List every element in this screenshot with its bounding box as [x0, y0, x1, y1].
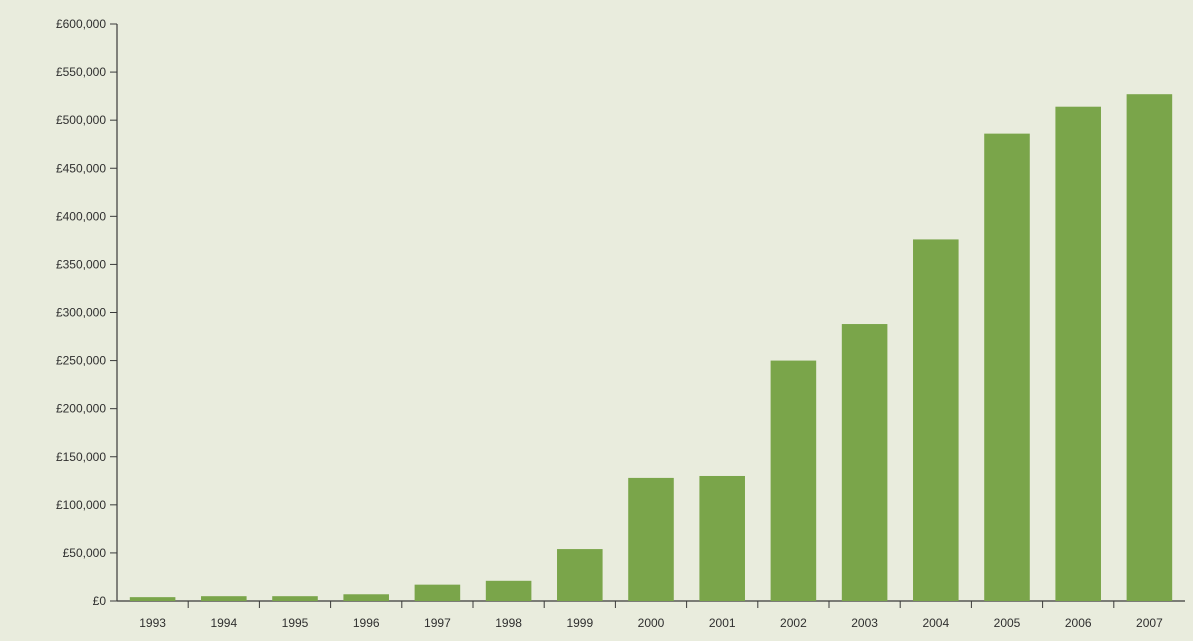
y-tick-label: £300,000 [56, 306, 106, 320]
y-tick-label: £500,000 [56, 113, 106, 127]
y-tick-label: £150,000 [56, 450, 106, 464]
bar-2000 [628, 477, 674, 601]
x-tick-label: 2004 [922, 616, 949, 630]
x-tick-label: 1993 [139, 616, 166, 630]
bar-2004 [913, 239, 959, 601]
bar-2003 [841, 324, 888, 601]
x-tick-label: 2002 [780, 616, 807, 630]
bar-1996 [343, 594, 389, 601]
y-tick-label: £350,000 [56, 257, 106, 271]
x-tick-label: 1998 [495, 616, 522, 630]
bar-1998 [485, 580, 532, 601]
x-tick-label: 2007 [1136, 616, 1163, 630]
x-tick-label: 2003 [851, 616, 878, 630]
x-tick-label: 2000 [638, 616, 665, 630]
x-tick-label: 1999 [566, 616, 593, 630]
y-axis: £0 £50,000 £100,000 £150,000 £200,000 £250,00… [56, 17, 118, 608]
x-tick-label: 2001 [709, 616, 736, 630]
x-tick-label: 1994 [210, 616, 237, 630]
y-tick-label: £250,000 [56, 354, 106, 368]
bar-1994 [201, 596, 247, 601]
y-tick-label: £100,000 [56, 498, 106, 512]
bar-2002 [770, 360, 817, 601]
bar-1993 [129, 597, 176, 601]
bar-1995 [272, 596, 318, 601]
bars-group [129, 94, 1173, 602]
x-tick-label: 2005 [994, 616, 1021, 630]
y-tick-label: £50,000 [63, 546, 107, 560]
bar-2005 [984, 133, 1030, 601]
bar-2006 [1055, 106, 1101, 601]
x-tick-label: 2006 [1065, 616, 1092, 630]
bar-2007 [1126, 94, 1173, 602]
bar-2001 [699, 475, 745, 601]
x-tick-label: 1995 [282, 616, 309, 630]
bar-1997 [414, 584, 461, 601]
x-tick-label: 1997 [424, 616, 451, 630]
y-tick-label: £0 [93, 594, 107, 608]
y-tick-label: £600,000 [56, 17, 106, 31]
y-tick-label: £400,000 [56, 209, 106, 223]
y-tick-label: £200,000 [56, 402, 106, 416]
x-tick-label: 1996 [353, 616, 380, 630]
x-axis: 1993 1994 1995 1996 1997 1998 1999 2000 2001 2002… [117, 600, 1185, 630]
y-tick-label: £550,000 [56, 65, 106, 79]
y-tick-label: £450,000 [56, 161, 106, 175]
bar-1999 [557, 549, 603, 601]
